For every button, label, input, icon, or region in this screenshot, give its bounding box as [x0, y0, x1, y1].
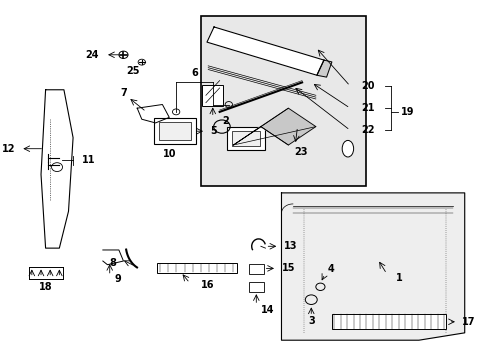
Polygon shape — [102, 250, 123, 265]
Polygon shape — [137, 104, 169, 123]
Ellipse shape — [342, 140, 353, 157]
Text: 16: 16 — [201, 280, 214, 290]
Text: 1: 1 — [395, 273, 402, 283]
FancyBboxPatch shape — [157, 263, 236, 273]
FancyBboxPatch shape — [201, 16, 366, 185]
Text: 24: 24 — [84, 50, 98, 60]
Text: 12: 12 — [2, 144, 16, 154]
Text: 2: 2 — [222, 116, 228, 126]
Text: 8: 8 — [109, 258, 116, 268]
Text: 13: 13 — [283, 241, 297, 251]
Text: 11: 11 — [82, 155, 96, 165]
Text: 23: 23 — [293, 147, 307, 157]
Text: 14: 14 — [260, 305, 274, 315]
FancyBboxPatch shape — [159, 122, 190, 140]
Text: 9: 9 — [114, 274, 121, 284]
Text: 6: 6 — [191, 68, 198, 78]
Text: 3: 3 — [307, 316, 314, 326]
Polygon shape — [316, 60, 331, 77]
FancyBboxPatch shape — [248, 282, 264, 292]
FancyBboxPatch shape — [154, 118, 195, 144]
Text: 15: 15 — [282, 264, 295, 273]
Bar — [331, 314, 446, 329]
Polygon shape — [206, 27, 324, 75]
Polygon shape — [233, 108, 315, 145]
Polygon shape — [281, 193, 464, 340]
Text: 20: 20 — [361, 81, 374, 91]
FancyBboxPatch shape — [231, 131, 260, 146]
Text: 7: 7 — [120, 89, 126, 98]
Text: 17: 17 — [462, 317, 475, 327]
Text: 10: 10 — [162, 149, 176, 159]
FancyBboxPatch shape — [202, 85, 223, 105]
Text: 18: 18 — [39, 282, 52, 292]
Text: 5: 5 — [210, 126, 217, 136]
Text: 21: 21 — [361, 103, 374, 113]
FancyBboxPatch shape — [227, 127, 264, 150]
Text: 4: 4 — [326, 264, 333, 274]
FancyBboxPatch shape — [248, 264, 264, 274]
Text: 25: 25 — [125, 66, 139, 76]
Text: 19: 19 — [400, 107, 413, 117]
Polygon shape — [41, 90, 73, 248]
Text: 22: 22 — [361, 125, 374, 135]
